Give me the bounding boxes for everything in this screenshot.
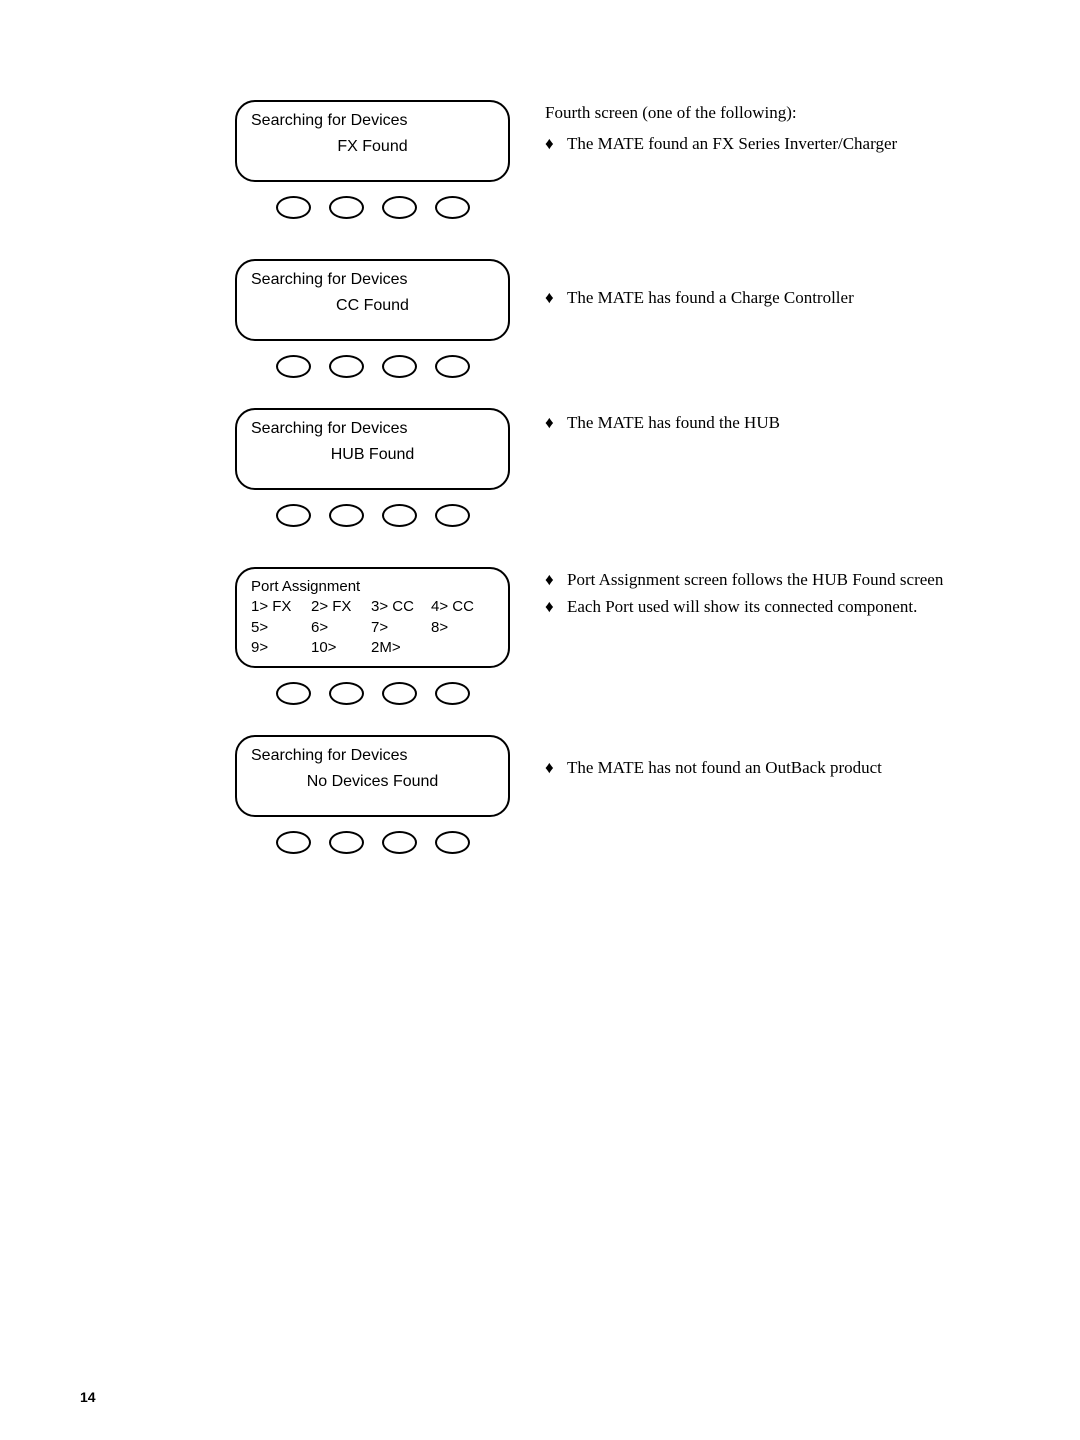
description-cc: ♦ The MATE has found a Charge Controller <box>545 259 965 314</box>
buttons-row <box>235 196 510 219</box>
page-number: 14 <box>80 1389 96 1405</box>
row-port: Port Assignment 1> FX 2> FX 3> CC 4> CC … <box>0 567 1080 705</box>
bullet-item: ♦ The MATE has found a Charge Controller <box>545 287 965 310</box>
device-panel-none: Searching for Devices No Devices Found <box>235 735 510 854</box>
device-panel-port: Port Assignment 1> FX 2> FX 3> CC 4> CC … <box>235 567 510 705</box>
soft-button[interactable] <box>276 196 311 219</box>
port-cell: 3> CC <box>371 597 431 617</box>
port-cell: 7> <box>371 618 431 638</box>
bullet-text: The MATE has found a Charge Controller <box>567 287 965 310</box>
row-fx: Searching for Devices FX Found Fourth sc… <box>0 100 1080 219</box>
lcd-screen-hub: Searching for Devices HUB Found <box>235 408 510 490</box>
soft-button[interactable] <box>329 355 364 378</box>
buttons-row <box>235 831 510 854</box>
device-panel-cc: Searching for Devices CC Found <box>235 259 510 378</box>
port-cell <box>431 638 491 658</box>
row-none: Searching for Devices No Devices Found ♦… <box>0 735 1080 854</box>
bullet-text: The MATE has found the HUB <box>567 412 965 435</box>
description-port: ♦ Port Assignment screen follows the HUB… <box>545 567 965 623</box>
bullet-text: Port Assignment screen follows the HUB F… <box>567 569 965 592</box>
buttons-row <box>235 682 510 705</box>
description-fx: Fourth screen (one of the following): ♦ … <box>545 100 965 160</box>
bullet-item: ♦ The MATE has not found an OutBack prod… <box>545 757 965 780</box>
port-cell: 8> <box>431 618 491 638</box>
soft-button[interactable] <box>382 682 417 705</box>
port-title: Port Assignment <box>251 577 494 597</box>
lcd-screen-port: Port Assignment 1> FX 2> FX 3> CC 4> CC … <box>235 567 510 668</box>
diamond-bullet-icon: ♦ <box>545 287 567 310</box>
soft-button[interactable] <box>276 355 311 378</box>
bullet-text: The MATE found an FX Series Inverter/Cha… <box>567 133 965 156</box>
soft-button[interactable] <box>329 682 364 705</box>
row-cc: Searching for Devices CC Found ♦ The MAT… <box>0 259 1080 378</box>
port-cell: 1> FX <box>251 597 311 617</box>
soft-button[interactable] <box>276 831 311 854</box>
lcd-screen-fx: Searching for Devices FX Found <box>235 100 510 182</box>
bullet-text: Each Port used will show its connected c… <box>567 596 965 619</box>
buttons-row <box>235 504 510 527</box>
lcd-title: Searching for Devices <box>251 420 494 438</box>
lcd-result: CC Found <box>251 297 494 315</box>
diamond-bullet-icon: ♦ <box>545 596 567 619</box>
port-cell: 9> <box>251 638 311 658</box>
soft-button[interactable] <box>382 355 417 378</box>
lcd-title: Searching for Devices <box>251 747 494 765</box>
lcd-screen-cc: Searching for Devices CC Found <box>235 259 510 341</box>
diamond-bullet-icon: ♦ <box>545 412 567 435</box>
lcd-screen-none: Searching for Devices No Devices Found <box>235 735 510 817</box>
soft-button[interactable] <box>329 196 364 219</box>
description-hub: ♦ The MATE has found the HUB <box>545 408 965 439</box>
desc-header: Fourth screen (one of the following): <box>545 102 965 125</box>
port-cell: 10> <box>311 638 371 658</box>
diamond-bullet-icon: ♦ <box>545 757 567 780</box>
port-row: 1> FX 2> FX 3> CC 4> CC <box>251 597 494 617</box>
port-cell: 4> CC <box>431 597 491 617</box>
lcd-result: HUB Found <box>251 446 494 464</box>
soft-button[interactable] <box>329 831 364 854</box>
soft-button[interactable] <box>435 355 470 378</box>
soft-button[interactable] <box>382 504 417 527</box>
port-row: 5> 6> 7> 8> <box>251 618 494 638</box>
buttons-row <box>235 355 510 378</box>
soft-button[interactable] <box>435 831 470 854</box>
bullet-item: ♦ The MATE has found the HUB <box>545 412 965 435</box>
soft-button[interactable] <box>435 682 470 705</box>
port-cell: 2M> <box>371 638 431 658</box>
soft-button[interactable] <box>382 196 417 219</box>
description-none: ♦ The MATE has not found an OutBack prod… <box>545 735 965 784</box>
port-grid: Port Assignment 1> FX 2> FX 3> CC 4> CC … <box>251 577 494 658</box>
soft-button[interactable] <box>276 504 311 527</box>
diamond-bullet-icon: ♦ <box>545 133 567 156</box>
soft-button[interactable] <box>435 504 470 527</box>
soft-button[interactable] <box>276 682 311 705</box>
lcd-result: No Devices Found <box>251 773 494 791</box>
soft-button[interactable] <box>435 196 470 219</box>
diamond-bullet-icon: ♦ <box>545 569 567 592</box>
port-cell: 2> FX <box>311 597 371 617</box>
bullet-item: ♦ The MATE found an FX Series Inverter/C… <box>545 133 965 156</box>
device-panel-hub: Searching for Devices HUB Found <box>235 408 510 527</box>
bullet-item: ♦ Each Port used will show its connected… <box>545 596 965 619</box>
lcd-result: FX Found <box>251 138 494 156</box>
lcd-title: Searching for Devices <box>251 112 494 130</box>
soft-button[interactable] <box>329 504 364 527</box>
bullet-text: The MATE has not found an OutBack produc… <box>567 757 965 780</box>
port-cell: 6> <box>311 618 371 638</box>
row-hub: Searching for Devices HUB Found ♦ The MA… <box>0 408 1080 527</box>
lcd-title: Searching for Devices <box>251 271 494 289</box>
port-row: 9> 10> 2M> <box>251 638 494 658</box>
soft-button[interactable] <box>382 831 417 854</box>
bullet-item: ♦ Port Assignment screen follows the HUB… <box>545 569 965 592</box>
device-panel-fx: Searching for Devices FX Found <box>235 100 510 219</box>
port-cell: 5> <box>251 618 311 638</box>
